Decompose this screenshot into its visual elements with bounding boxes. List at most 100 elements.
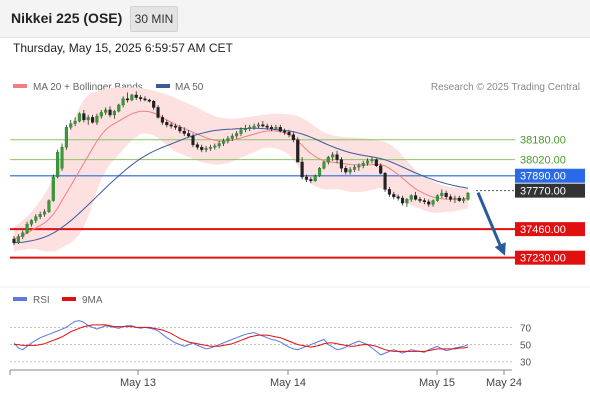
candle [64,124,68,150]
copyright-label: Research © 2025 Trading Central [431,82,580,93]
candle [21,230,25,240]
rsi-tick-label: 50 [520,341,532,352]
price-levels [10,139,515,259]
candle [370,157,374,164]
candle [125,92,130,103]
rsi-tick-label: 30 [520,358,532,369]
level-label-pivot: 37890.00 [520,171,566,183]
candle [195,142,199,150]
candle [51,174,55,202]
candle [361,160,365,169]
ma20-line [13,110,469,240]
rsi-9ma-line [14,324,469,352]
candle [16,234,20,245]
candle [400,195,405,206]
header-bar: Nikkei 225 (OSE) 30 MIN [0,0,590,38]
candle [147,98,151,103]
candle [366,158,370,166]
candle [435,194,439,202]
interval-button[interactable]: 30 MIN [130,6,178,32]
ma20-legend-label: MA 20 + Bollinger Bands [33,82,143,93]
level-label-support: 37460.00 [520,224,566,236]
candle [392,191,396,200]
candle [34,214,38,223]
candle [466,191,470,201]
candle [12,235,16,246]
candle [187,129,191,138]
candle [112,109,116,119]
candle [300,157,304,180]
candle [331,152,335,161]
candle [104,107,108,115]
candle [169,122,173,129]
candle [335,150,339,164]
level-label-bg [515,222,585,237]
candle [457,195,461,202]
candle [143,96,147,102]
bollinger-band [14,87,468,252]
time-tick-label: May 13 [120,377,156,389]
candle [69,119,73,130]
candle [287,129,291,138]
forecast-arrow-head [494,242,506,256]
candle [405,198,409,207]
time-axis: May 13 May 14 May 15 May 24 [9,369,522,389]
candle [448,194,453,202]
candle [73,117,77,127]
datetime-label: Thursday, May 15, 2025 6:59:57 AM CET [13,41,233,55]
candle [344,165,348,175]
candle [374,158,378,168]
candle [86,114,90,125]
candle [191,133,195,148]
candle [453,195,457,204]
level-label-resistance: 38020.00 [520,155,566,167]
candle [252,123,256,130]
candle [248,124,252,132]
candle [230,133,234,141]
candle [208,144,212,151]
candle [204,145,208,153]
candle [339,157,343,173]
candle [156,104,160,119]
candle [444,190,448,200]
candle [326,155,330,165]
candle [99,109,103,119]
candlesticks [12,91,470,246]
candle [278,124,282,133]
rsi-tick-label: 70 [520,323,532,334]
instrument-title: Nikkei 225 (OSE) [11,10,123,26]
candle [418,196,422,204]
level-label-bg [515,168,585,183]
candle [152,100,156,110]
candle [440,189,444,199]
candle [38,211,42,220]
candle [43,209,47,217]
candle [379,163,383,175]
candle [91,114,95,124]
candle [291,132,295,143]
candle [178,124,182,134]
candle [130,93,134,102]
candle [383,172,387,192]
candle [108,106,112,118]
candle [409,194,413,202]
ma9-legend-label: 9MA [82,295,103,306]
candle [387,186,391,197]
rsi-legend-label: RSI [33,295,50,306]
rsi-pane: 70 50 30 [10,320,532,369]
level-label-bg [515,250,585,265]
candle [226,136,230,144]
candle [270,124,274,132]
candle [182,127,186,137]
forecast-arrow [476,192,506,256]
candle [265,123,269,130]
ma50-legend-label: MA 50 [175,82,204,93]
candle [239,127,243,137]
level-label-bg [515,183,585,198]
candle [462,196,466,204]
candle [352,164,357,173]
candle [348,167,352,175]
candle [422,198,426,205]
candle [261,121,265,128]
